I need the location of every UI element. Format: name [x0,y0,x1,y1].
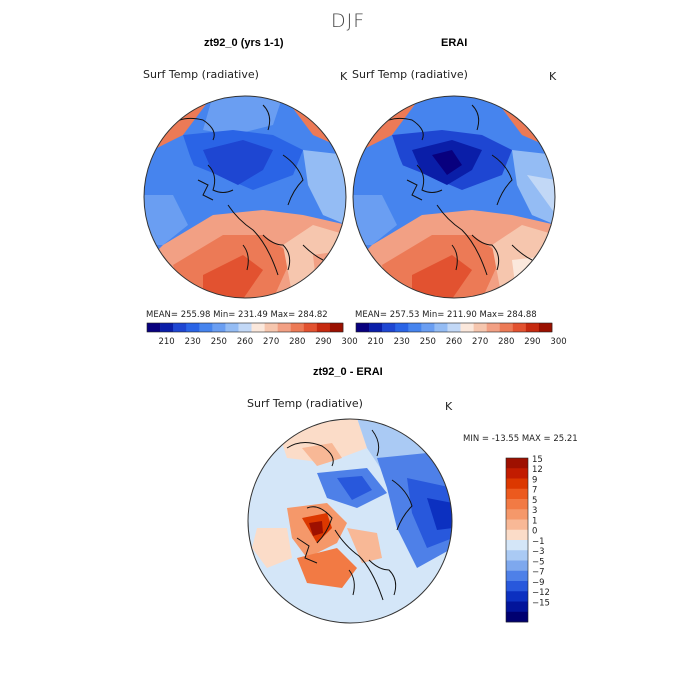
colorbar-swatch [290,323,305,332]
colorbar-tick-label: −5 [532,557,545,567]
colorbar-frame [505,457,529,623]
panel2-units: K [549,70,557,83]
colorbar-tick-label: 260 [446,337,462,347]
colorbar-frame [146,322,344,333]
colorbar-tick-label: 230 [394,337,410,347]
colorbar-swatch [506,478,528,490]
figure-title: DJF [331,10,366,32]
colorbar-swatch [382,323,396,332]
colorbar-tick-label: −9 [532,578,545,588]
colorbar-swatch [408,323,422,332]
panel2-polar-map [352,95,556,299]
colorbar-tick-label: 1 [532,516,537,526]
colorbar-tick-label: 270 [472,337,488,347]
colorbar-tick-label: 260 [237,337,253,347]
colorbar-swatch [303,323,318,332]
colorbar-tick-label: −12 [532,588,550,598]
panel2-title: ERAI [441,37,468,49]
colorbar-tick-label: 300 [550,337,566,347]
colorbar-swatch [434,323,448,332]
colorbar-swatch [506,550,528,561]
colorbar-swatch [329,323,344,332]
colorbar-tick-label: 280 [289,337,305,347]
colorbar-swatch [369,323,383,332]
panel2-stats: MEAN= 257.53 Min= 211.90 Max= 284.88 [355,310,537,320]
colorbar-tick-label: 290 [315,337,331,347]
colorbar-tick-label: 210 [158,337,174,347]
colorbar-swatch [506,601,528,613]
colorbar-swatch [160,323,174,332]
colorbar-swatch [251,323,265,332]
colorbar-swatch [173,323,187,332]
colorbar-tick-label: 12 [532,465,543,475]
colorbar-tick-label: 300 [341,337,357,347]
colorbar-swatch [395,323,409,332]
colorbar-tick-label: 280 [498,337,514,347]
colorbar-swatch [316,323,331,332]
colorbar-swatch [277,323,292,332]
colorbar-swatch [506,611,528,623]
colorbar-tick-label: 7 [532,486,537,496]
colorbar-swatch [212,323,226,332]
colorbar-swatch [506,560,528,572]
panel1-stats: MEAN= 255.98 Min= 231.49 Max= 284.82 [146,310,328,320]
colorbar-swatch [421,323,435,332]
colorbar-swatch [238,323,252,332]
colorbar-tick-label: −15 [532,598,550,608]
colorbar-frame [355,322,553,333]
panel3-variable: Surf Temp (radiative) [247,397,363,410]
colorbar-tick-label: 3 [532,506,537,516]
panel1-colorbar: 210 230 250 260 270 280 290 300 [146,322,358,347]
colorbar-swatch [506,519,528,531]
colorbar-tick-label: 270 [263,337,279,347]
panel1-units: K [340,70,348,83]
colorbar-swatch [506,581,528,592]
colorbar-tick-label: 0 [532,527,537,537]
colorbar-tick-label: 230 [185,337,201,347]
colorbar-swatch [506,488,528,500]
colorbar-swatch [506,468,528,479]
colorbar-swatch [447,323,461,332]
panel2-colorbar: 210 230 250 260 270 280 290 300 [355,322,567,347]
colorbar-swatch [506,509,528,520]
colorbar-tick-label: −1 [532,537,545,547]
colorbar-swatch [506,591,528,602]
colorbar-swatch [525,323,540,332]
colorbar-swatch [538,323,553,332]
colorbar-swatch [506,458,528,469]
colorbar-tick-label: 290 [524,337,540,347]
colorbar-tick-label: −7 [532,568,545,578]
colorbar-tick-label: 15 [532,455,543,465]
colorbar-swatch [486,323,501,332]
colorbar-swatch [356,323,370,332]
colorbar-swatch [147,323,161,332]
colorbar-tick-label: 9 [532,475,537,485]
colorbar-swatch [506,529,528,541]
colorbar-swatch [225,323,239,332]
colorbar-swatch [506,540,528,551]
colorbar-swatch [460,323,474,332]
colorbar-swatch [186,323,200,332]
colorbar-swatch [512,323,527,332]
panel1-title: zt92_0 (yrs 1-1) [204,37,284,49]
colorbar-swatch [506,570,528,582]
colorbar-swatch [264,323,278,332]
colorbar-tick-label: 250 [420,337,436,347]
colorbar-tick-label: 250 [211,337,227,347]
panel1-polar-map [143,95,347,299]
colorbar-tick-label: −3 [532,547,545,557]
panel1-variable: Surf Temp (radiative) [143,68,259,81]
colorbar-tick-label: 5 [532,496,537,506]
colorbar-swatch [499,323,514,332]
colorbar-swatch [506,499,528,510]
panel2-variable: Surf Temp (radiative) [352,68,468,81]
colorbar-swatch [199,323,213,332]
panel3-stats: MIN = -13.55 MAX = 25.21 [463,434,578,444]
colorbar-tick-label: 210 [367,337,383,347]
panel3-title: zt92_0 - ERAI [313,366,383,378]
panel3-polar-map [247,418,453,624]
colorbar-swatch [473,323,487,332]
panel3-units: K [445,400,453,413]
